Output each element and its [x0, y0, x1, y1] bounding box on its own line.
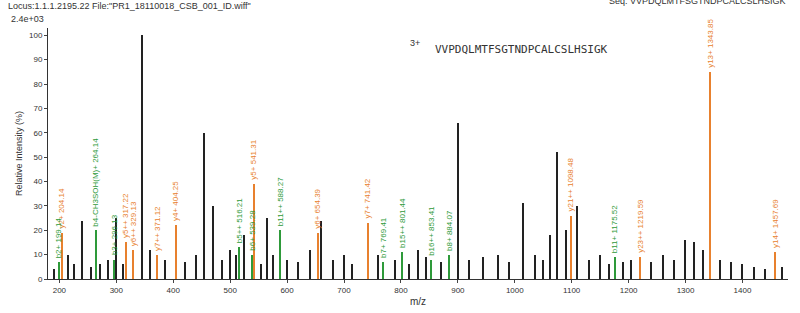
svg-text:0: 0 [38, 275, 43, 284]
svg-text:m/z: m/z [410, 296, 426, 307]
svg-text:90: 90 [33, 55, 42, 64]
svg-text:y6++ 329.13: y6++ 329.13 [129, 201, 138, 246]
svg-text:10: 10 [33, 250, 42, 259]
svg-text:Locus:1.1.1.2195.22 File:"PR1_: Locus:1.1.1.2195.22 File:"PR1_18110018_C… [8, 1, 251, 11]
svg-text:y21++ 1098.48: y21++ 1098.48 [566, 158, 575, 212]
svg-text:b7+ 769.41: b7+ 769.41 [379, 217, 388, 258]
svg-text:100: 100 [29, 31, 43, 40]
svg-text:20: 20 [33, 226, 42, 235]
svg-text:700: 700 [337, 286, 351, 295]
svg-text:y7+ 741.42: y7+ 741.42 [363, 178, 372, 218]
svg-text:3+: 3+ [410, 38, 420, 48]
svg-text:b8+ 884.07: b8+ 884.07 [445, 210, 454, 251]
svg-text:b11++ 588.27: b11++ 588.27 [276, 177, 285, 226]
svg-text:y5++ 317.22: y5++ 317.22 [121, 193, 130, 238]
svg-text:b16++ 853.41: b16++ 853.41 [427, 206, 436, 256]
svg-text:y6+ 654.39: y6+ 654.39 [313, 188, 322, 228]
svg-text:1000: 1000 [506, 286, 524, 295]
svg-text:y7++ 371.12: y7++ 371.12 [153, 206, 162, 251]
svg-text:b4-CH3SOH(M)+ 264.14: b4-CH3SOH(M)+ 264.14 [91, 138, 100, 227]
svg-text:Seq: VVPDQLMTFSGTNDPCALCSLHSIG: Seq: VVPDQLMTFSGTNDPCALCSLHSIGK [609, 0, 786, 6]
svg-text:900: 900 [451, 286, 465, 295]
svg-text:1400: 1400 [734, 286, 752, 295]
svg-text:2.4e+03: 2.4e+03 [11, 14, 44, 24]
svg-text:b6+ 539.28: b6+ 539.28 [248, 210, 257, 251]
svg-text:800: 800 [394, 286, 408, 295]
svg-text:400: 400 [167, 286, 181, 295]
svg-text:30: 30 [33, 202, 42, 211]
svg-text:b3+ 296.13: b3+ 296.13 [110, 214, 119, 255]
svg-text:50: 50 [33, 153, 42, 162]
svg-text:y2+ 204.14: y2+ 204.14 [57, 188, 66, 228]
svg-text:y4+ 404.25: y4+ 404.25 [171, 181, 180, 221]
svg-text:y14+ 1457.69: y14+ 1457.69 [771, 199, 780, 248]
svg-text:1100: 1100 [563, 286, 581, 295]
svg-text:300: 300 [110, 286, 124, 295]
svg-text:200: 200 [53, 286, 67, 295]
svg-text:40: 40 [33, 177, 42, 186]
svg-text:600: 600 [280, 286, 294, 295]
svg-text:60: 60 [33, 129, 42, 138]
svg-text:b2+ 199.14: b2+ 199.14 [54, 218, 63, 259]
svg-text:y5+ 541.31: y5+ 541.31 [249, 139, 258, 179]
svg-text:y23++ 1219.59: y23++ 1219.59 [636, 199, 645, 253]
svg-text:1200: 1200 [620, 286, 638, 295]
svg-text:1300: 1300 [677, 286, 695, 295]
svg-text:y13+ 1343.85: y13+ 1343.85 [706, 19, 715, 68]
svg-text:b11+ 1175.52: b11+ 1175.52 [610, 205, 619, 254]
svg-text:Relative Intensity (%): Relative Intensity (%) [14, 111, 24, 196]
svg-text:500: 500 [223, 286, 237, 295]
svg-text:80: 80 [33, 80, 42, 89]
svg-text:b5++ 516.21: b5++ 516.21 [235, 198, 244, 243]
svg-text:b15++ 801.44: b15++ 801.44 [398, 198, 407, 248]
svg-text:VVPDQLMTFSGTNDPCALCSLHSIGK: VVPDQLMTFSGTNDPCALCSLHSIGK [435, 43, 608, 56]
svg-text:70: 70 [33, 104, 42, 113]
